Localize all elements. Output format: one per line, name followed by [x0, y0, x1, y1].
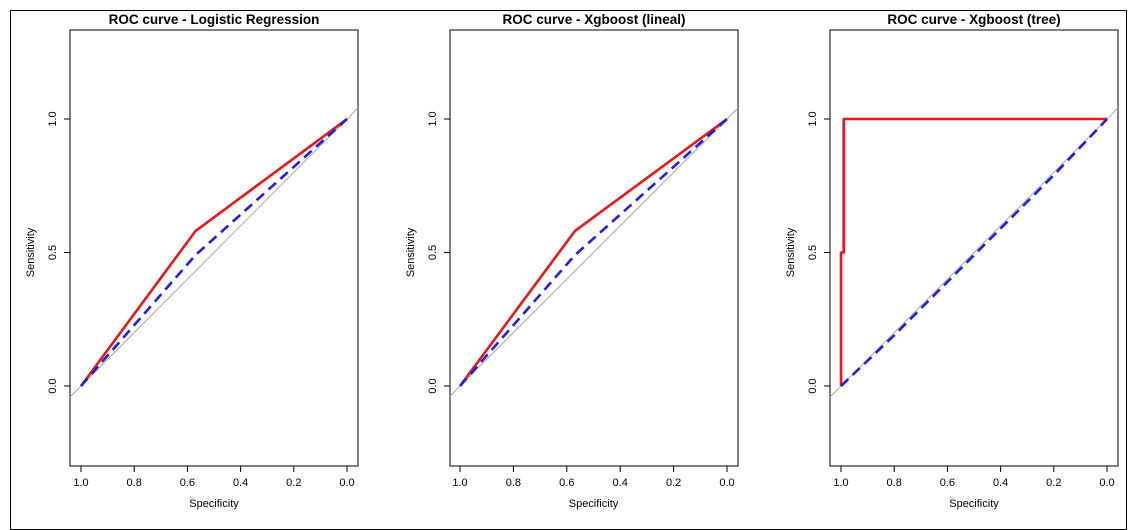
x-tick-label: 0.0: [1099, 477, 1114, 489]
x-tick-label: 0.6: [559, 477, 574, 489]
roc-curve-blue-dashed-3: [840, 118, 1108, 387]
x-tick-label: 0.0: [719, 477, 734, 489]
x-tick-label: 0.2: [286, 477, 301, 489]
y-tick-label: 1.0: [47, 111, 59, 126]
y-tick-label: 1.0: [427, 111, 439, 126]
x-tick-label: 0.8: [506, 477, 521, 489]
plot-area-2: [449, 29, 739, 467]
x-tick-label: 0.6: [180, 477, 195, 489]
y-tick-label: 0.5: [807, 245, 819, 260]
roc-curve-red-1: [79, 117, 348, 387]
y-tick-label: 0.0: [427, 378, 439, 393]
x-tick-label: 0.4: [993, 477, 1008, 489]
y-tick-label: 0.5: [47, 245, 59, 260]
y-tick-label: 0.0: [807, 378, 819, 393]
plot-area-1: [69, 29, 359, 467]
y-axis-label-3: Sensitivity: [785, 227, 797, 277]
x-axis-label-1: Specificity: [189, 498, 239, 510]
chart-title-1: ROC curve - Logistic Regression: [109, 12, 320, 27]
x-tick-label: 0.4: [233, 477, 248, 489]
chart-title-2: ROC curve - Xgboost (lineal): [502, 12, 685, 27]
y-tick-label: 0.5: [427, 245, 439, 260]
x-tick-label: 0.8: [127, 477, 142, 489]
roc-curve-blue-dashed-1: [80, 118, 348, 387]
x-axis-label-2: Specificity: [569, 498, 619, 510]
x-tick-label: 1.0: [73, 477, 88, 489]
y-axis-label-2: Sensitivity: [405, 227, 417, 277]
roc-curve-red-3: [839, 117, 1107, 386]
x-tick-label: 0.0: [339, 477, 354, 489]
x-tick-label: 1.0: [833, 477, 848, 489]
diagonal-line-1: [70, 107, 358, 398]
x-axis-label-3: Specificity: [949, 498, 999, 510]
roc-curve-red-2: [458, 117, 728, 387]
y-axis-label-1: Sensitivity: [25, 227, 37, 277]
x-tick-label: 0.8: [887, 477, 902, 489]
diagonal-line-2: [450, 107, 738, 397]
y-tick-label: 1.0: [807, 111, 819, 126]
diagonal-line-3: [830, 107, 1118, 398]
chart-title-3: ROC curve - Xgboost (tree): [887, 12, 1060, 27]
roc-curve-blue-dashed-2: [459, 118, 728, 387]
plot-area-3: [829, 29, 1119, 467]
y-tick-label: 0.0: [47, 378, 59, 393]
x-tick-label: 0.6: [940, 477, 955, 489]
x-tick-label: 0.4: [613, 477, 628, 489]
x-tick-label: 1.0: [452, 477, 467, 489]
x-tick-label: 0.2: [666, 477, 681, 489]
x-tick-label: 0.2: [1046, 477, 1061, 489]
